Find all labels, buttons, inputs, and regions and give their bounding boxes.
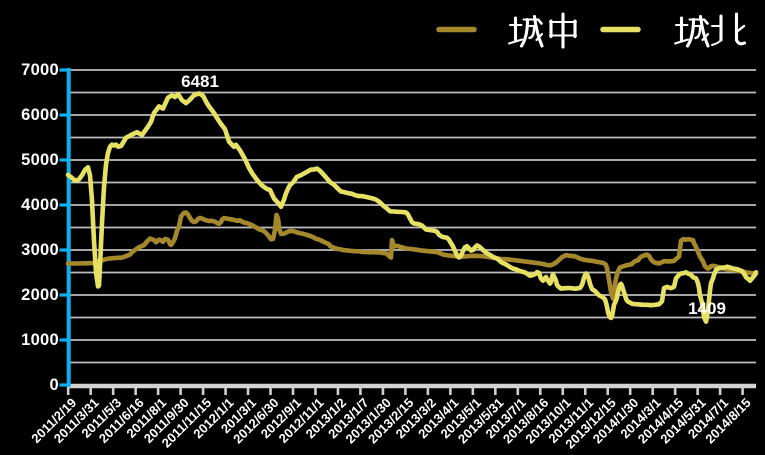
svg-text:1409: 1409 bbox=[688, 299, 726, 318]
svg-text:0: 0 bbox=[50, 376, 59, 394]
svg-text:1000: 1000 bbox=[21, 331, 59, 349]
svg-text:6000: 6000 bbox=[21, 106, 59, 124]
svg-text:2000: 2000 bbox=[21, 286, 59, 304]
svg-text:3000: 3000 bbox=[21, 241, 59, 259]
svg-text:6481: 6481 bbox=[181, 72, 219, 91]
svg-text:4000: 4000 bbox=[21, 196, 59, 214]
svg-text:5000: 5000 bbox=[21, 151, 59, 169]
svg-text:7000: 7000 bbox=[21, 61, 59, 79]
